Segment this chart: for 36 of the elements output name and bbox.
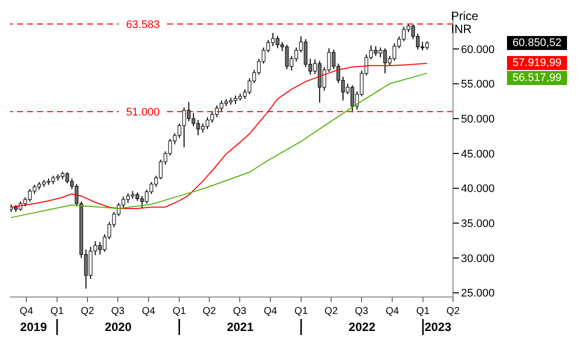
x-tick-label: Q3 (111, 306, 125, 317)
x-tick-label: Q2 (202, 306, 216, 317)
text: 2019 (20, 320, 48, 334)
y-tick-label: 40.000 (461, 183, 495, 196)
text: 56.517,99 (507, 71, 567, 86)
y-tick-label: 30.000 (461, 252, 495, 265)
x-tick-label: Q1 (50, 306, 64, 317)
text: 2023 (424, 320, 452, 334)
text: 2020 (104, 320, 132, 334)
x-tick-label: Q2 (446, 306, 460, 317)
x-tick-label: Q1 (294, 306, 308, 317)
y-tick-label: 55.000 (461, 78, 495, 91)
x-tick-label: Q3 (233, 306, 247, 317)
text: 60.850,52 (507, 36, 567, 50)
text: 57.919,99 (507, 56, 567, 70)
y-tick-label: 45.000 (461, 148, 495, 160)
y-tick-label: 60.000 (461, 44, 495, 56)
text: 2021 (226, 320, 254, 334)
candlestick (65, 172, 70, 184)
x-tick-label: Q1 (172, 306, 186, 317)
y-tick-label: 50.000 (461, 114, 495, 126)
x-tick-label: Q3 (354, 306, 369, 317)
y-tick-label: 25.000 (461, 288, 495, 300)
x-tick-label: Q4 (386, 306, 400, 317)
x-tick-label: Q4 (20, 306, 34, 317)
ref-line-label: 63.583 (126, 18, 160, 31)
text: 2022 (348, 320, 376, 334)
y-axis-title: Price (451, 9, 480, 23)
x-tick-label: Q4 (142, 306, 156, 317)
x-tick-label: Q1 (416, 306, 430, 317)
y-tick-label: 35.000 (461, 218, 495, 230)
ref-line-label: 51.000 (126, 106, 160, 119)
x-tick-label: Q4 (264, 306, 278, 317)
x-tick-label: Q2 (324, 306, 338, 317)
x-tick-label: Q2 (80, 306, 95, 317)
annotation: INR (451, 22, 473, 36)
